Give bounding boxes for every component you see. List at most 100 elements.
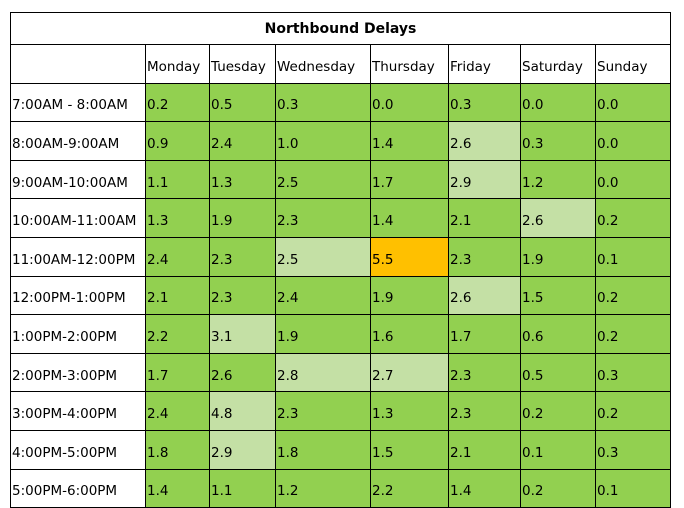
delay-value-cell: 0.2 [595, 314, 671, 354]
delay-value-cell: 2.9 [448, 159, 521, 200]
delay-value-cell: 0.0 [595, 121, 671, 161]
table-row: 1:00PM-2:00PM 2.2 3.1 1.9 1.6 1.7 0.6 0.2 [10, 314, 671, 354]
delay-value-cell: 0.0 [370, 82, 449, 123]
delay-value-cell: 1.8 [275, 429, 371, 470]
time-slot-label: 10:00AM-11:00AM [10, 198, 146, 238]
delay-value-cell: 0.5 [209, 82, 276, 123]
table-row: 8:00AM-9:00AM 0.9 2.4 1.0 1.4 2.6 0.3 0.0 [10, 121, 671, 161]
day-header: Monday [145, 44, 210, 84]
delay-value-cell: 1.7 [448, 314, 521, 354]
delay-value-cell: 0.3 [595, 429, 671, 470]
table-title: Northbound Delays [10, 12, 671, 45]
delay-value-cell: 0.1 [595, 468, 671, 508]
delay-value-cell: 2.6 [520, 198, 596, 238]
time-slot-label: 5:00PM-6:00PM [10, 468, 146, 508]
delay-value-cell: 2.1 [145, 275, 210, 316]
delay-value-cell: 1.2 [520, 159, 596, 200]
delay-value-cell: 1.4 [370, 121, 449, 161]
day-header: Thursday [370, 44, 449, 84]
table-row: 10:00AM-11:00AM 1.3 1.9 2.3 1.4 2.1 2.6 0.2 [10, 198, 671, 238]
day-header: Friday [448, 44, 521, 84]
delay-value-cell: 1.6 [370, 314, 449, 354]
delay-value-cell: 2.3 [209, 275, 276, 316]
delay-value-cell: 0.1 [520, 429, 596, 470]
delay-value-cell: 0.0 [595, 159, 671, 200]
delay-value-cell: 0.2 [595, 391, 671, 431]
delay-value-cell: 4.8 [209, 391, 276, 431]
delay-value-cell: 2.3 [209, 236, 276, 277]
day-header: Saturday [520, 44, 596, 84]
delay-value-cell: 5.5 [370, 236, 449, 277]
delay-value-cell: 1.4 [145, 468, 210, 508]
day-header: Tuesday [209, 44, 276, 84]
delay-value-cell: 1.2 [275, 468, 371, 508]
delays-table-wrapper: Northbound Delays Monday Tuesday Wednesd… [10, 12, 671, 508]
delay-value-cell: 3.1 [209, 314, 276, 354]
delay-value-cell: 1.4 [448, 468, 521, 508]
header-row: Monday Tuesday Wednesday Thursday Friday… [10, 44, 671, 84]
delay-value-cell: 0.1 [595, 236, 671, 277]
table-row: 11:00AM-12:00PM 2.4 2.3 2.5 5.5 2.3 1.9 0.1 [10, 236, 671, 277]
delay-value-cell: 0.5 [520, 352, 596, 393]
table-row: 9:00AM-10:00AM 1.1 1.3 2.5 1.7 2.9 1.2 0.0 [10, 159, 671, 200]
delay-value-cell: 2.3 [275, 198, 371, 238]
delay-value-cell: 0.3 [275, 82, 371, 123]
delays-table: Northbound Delays Monday Tuesday Wednesd… [10, 12, 671, 508]
delay-value-cell: 0.6 [520, 314, 596, 354]
delay-value-cell: 2.7 [370, 352, 449, 393]
delay-value-cell: 1.8 [145, 429, 210, 470]
delay-value-cell: 1.1 [145, 159, 210, 200]
delay-value-cell: 2.3 [448, 352, 521, 393]
delay-value-cell: 2.4 [145, 391, 210, 431]
time-slot-label: 2:00PM-3:00PM [10, 352, 146, 393]
delay-value-cell: 1.9 [520, 236, 596, 277]
day-header: Sunday [595, 44, 671, 84]
delay-value-cell: 1.3 [209, 159, 276, 200]
title-row: Northbound Delays [10, 12, 671, 45]
delay-value-cell: 2.1 [448, 198, 521, 238]
time-slot-label: 4:00PM-5:00PM [10, 429, 146, 470]
delay-value-cell: 2.3 [448, 391, 521, 431]
time-slot-label: 12:00PM-1:00PM [10, 275, 146, 316]
delay-value-cell: 2.5 [275, 236, 371, 277]
delay-value-cell: 1.9 [370, 275, 449, 316]
delay-value-cell: 1.5 [520, 275, 596, 316]
delay-value-cell: 2.2 [370, 468, 449, 508]
delay-value-cell: 2.4 [275, 275, 371, 316]
delay-value-cell: 2.6 [209, 352, 276, 393]
delay-value-cell: 1.5 [370, 429, 449, 470]
time-slot-label: 7:00AM - 8:00AM [10, 82, 146, 123]
time-slot-label: 1:00PM-2:00PM [10, 314, 146, 354]
delay-value-cell: 2.6 [448, 275, 521, 316]
delay-value-cell: 2.8 [275, 352, 371, 393]
delay-value-cell: 1.4 [370, 198, 449, 238]
delay-value-cell: 2.2 [145, 314, 210, 354]
table-row: 2:00PM-3:00PM 1.7 2.6 2.8 2.7 2.3 0.5 0.3 [10, 352, 671, 393]
delay-value-cell: 1.3 [145, 198, 210, 238]
delay-value-cell: 1.1 [209, 468, 276, 508]
time-slot-label: 11:00AM-12:00PM [10, 236, 146, 277]
table-row: 4:00PM-5:00PM 1.8 2.9 1.8 1.5 2.1 0.1 0.3 [10, 429, 671, 470]
delay-value-cell: 0.2 [520, 468, 596, 508]
table-row: 5:00PM-6:00PM 1.4 1.1 1.2 2.2 1.4 0.2 0.1 [10, 468, 671, 508]
delay-value-cell: 2.3 [448, 236, 521, 277]
time-slot-label: 9:00AM-10:00AM [10, 159, 146, 200]
delay-value-cell: 0.0 [595, 82, 671, 123]
delay-value-cell: 2.4 [209, 121, 276, 161]
delay-value-cell: 2.5 [275, 159, 371, 200]
delay-value-cell: 0.2 [145, 82, 210, 123]
delay-value-cell: 0.3 [595, 352, 671, 393]
delay-value-cell: 2.9 [209, 429, 276, 470]
table-row: 3:00PM-4:00PM 2.4 4.8 2.3 1.3 2.3 0.2 0.2 [10, 391, 671, 431]
delay-value-cell: 1.7 [370, 159, 449, 200]
delay-value-cell: 0.9 [145, 121, 210, 161]
delay-value-cell: 0.0 [520, 82, 596, 123]
delay-value-cell: 2.6 [448, 121, 521, 161]
delay-value-cell: 0.2 [520, 391, 596, 431]
delay-value-cell: 2.1 [448, 429, 521, 470]
corner-cell [10, 44, 146, 84]
delay-value-cell: 1.0 [275, 121, 371, 161]
table-row: 7:00AM - 8:00AM 0.2 0.5 0.3 0.0 0.3 0.0 0.0 [10, 82, 671, 123]
table-body: 7:00AM - 8:00AM 0.2 0.5 0.3 0.0 0.3 0.0 0.0 8:00… [10, 82, 671, 508]
delay-value-cell: 0.3 [448, 82, 521, 123]
